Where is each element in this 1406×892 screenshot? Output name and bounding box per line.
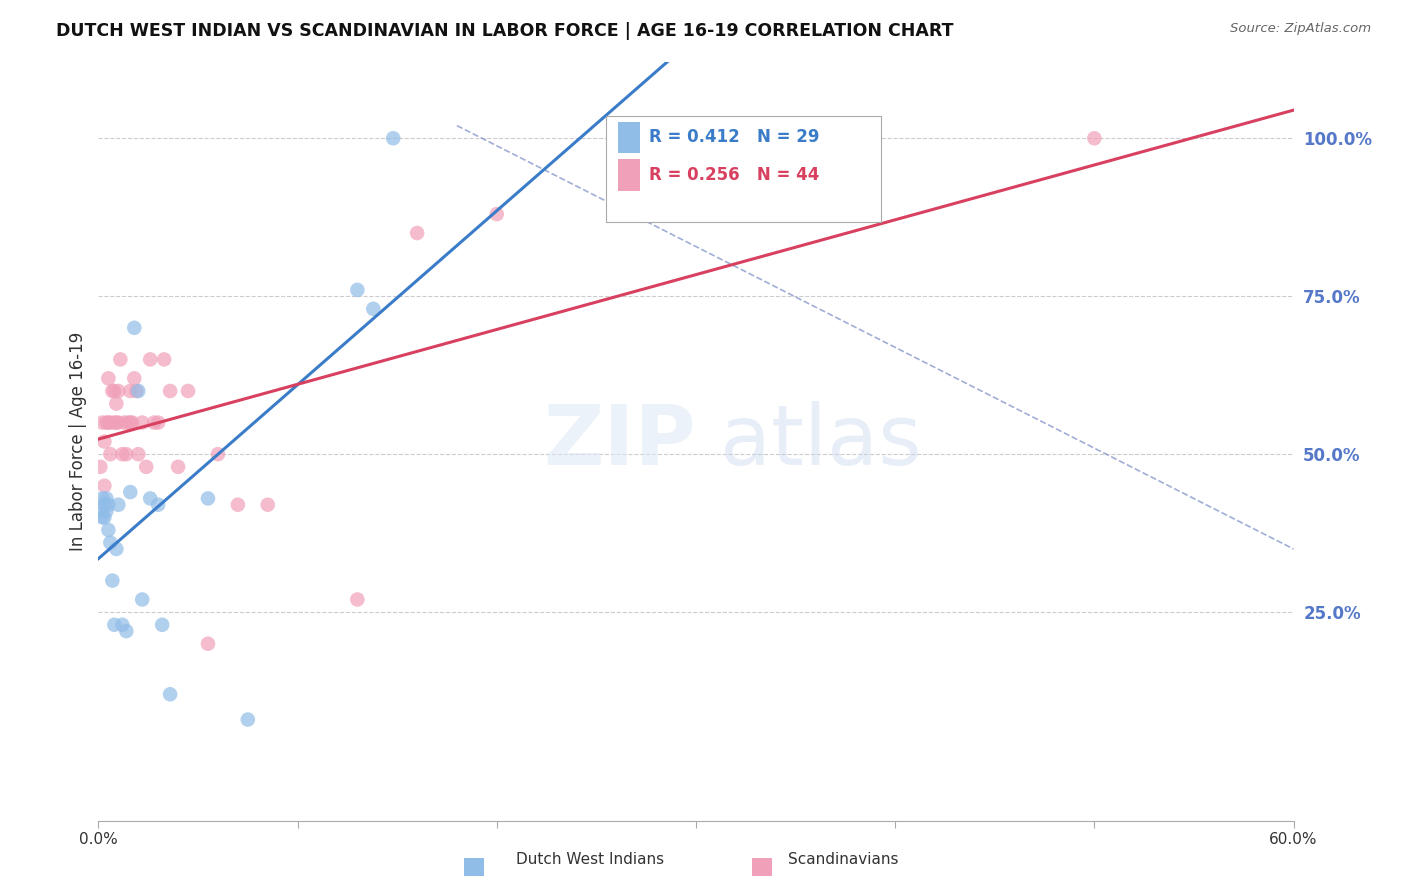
Point (96, 491, 118, 506)
Y-axis label: In Labor Force | Age 16-19: In Labor Force | Age 16-19 (69, 332, 87, 551)
Point (197, 637, 219, 651)
Point (135, 459, 157, 474)
Point (131, 416, 153, 430)
Point (139, 352, 162, 367)
Point (97, 371, 120, 385)
Point (103, 416, 125, 430)
Point (139, 491, 162, 506)
Point (112, 416, 135, 430)
Point (382, 131, 405, 145)
Point (159, 687, 181, 701)
Point (159, 384, 181, 398)
Point (125, 384, 148, 398)
Point (89, 459, 111, 474)
Bar (464, 858, 484, 876)
Point (98, 447, 122, 461)
FancyBboxPatch shape (606, 115, 882, 221)
Point (98, 416, 122, 430)
Point (96, 504, 118, 518)
Point (143, 416, 166, 430)
Point (93, 479, 115, 493)
Text: ZIP: ZIP (544, 401, 696, 482)
Bar (752, 858, 772, 876)
Text: atlas: atlas (720, 401, 921, 482)
Point (107, 498, 129, 512)
Point (121, 416, 143, 430)
Point (363, 301, 385, 316)
Point (124, 371, 146, 385)
Point (105, 396, 128, 410)
Point (115, 624, 138, 639)
Point (111, 447, 134, 461)
Point (177, 384, 200, 398)
Text: R = 0.412   N = 29: R = 0.412 N = 29 (650, 128, 820, 145)
Text: R = 0.256   N = 44: R = 0.256 N = 44 (650, 166, 820, 184)
Point (111, 617, 134, 632)
Point (91, 416, 114, 430)
Point (105, 541, 128, 556)
Point (105, 416, 128, 430)
Point (131, 592, 153, 607)
Point (167, 459, 190, 474)
Bar (619, 121, 640, 153)
Text: DUTCH WEST INDIAN VS SCANDINAVIAN IN LABOR FORCE | AGE 16-19 CORRELATION CHART: DUTCH WEST INDIAN VS SCANDINAVIAN IN LAB… (56, 22, 953, 40)
Point (97, 523, 120, 537)
Point (124, 320, 146, 334)
Point (91, 491, 114, 506)
Point (93, 510, 115, 524)
Point (107, 416, 129, 430)
Point (103, 384, 125, 398)
Point (93, 434, 115, 449)
Point (148, 498, 170, 512)
Point (98, 535, 122, 549)
Point (150, 617, 173, 632)
Text: Scandinavians: Scandinavians (789, 852, 898, 867)
Point (236, 713, 259, 727)
Point (89, 504, 111, 518)
Point (153, 352, 176, 367)
Point (127, 384, 149, 398)
Point (101, 574, 124, 588)
Point (110, 352, 132, 367)
Point (346, 283, 368, 297)
Point (485, 207, 508, 221)
Point (1083, 131, 1105, 145)
Point (120, 416, 142, 430)
Point (97, 416, 120, 430)
Point (406, 226, 429, 240)
Point (148, 416, 170, 430)
Bar (619, 160, 640, 191)
Point (256, 498, 278, 512)
Point (97, 498, 120, 512)
Point (101, 384, 124, 398)
Point (93, 498, 115, 512)
Text: Dutch West Indians: Dutch West Indians (516, 852, 665, 867)
Point (91, 510, 114, 524)
Text: Source: ZipAtlas.com: Source: ZipAtlas.com (1230, 22, 1371, 36)
Point (226, 498, 249, 512)
Point (197, 491, 219, 506)
Point (107, 384, 129, 398)
Point (207, 447, 229, 461)
Point (103, 617, 125, 632)
Point (117, 416, 139, 430)
Point (120, 485, 142, 500)
Point (120, 384, 142, 398)
Point (346, 592, 368, 607)
Point (96, 416, 118, 430)
Point (115, 447, 138, 461)
Point (127, 447, 149, 461)
